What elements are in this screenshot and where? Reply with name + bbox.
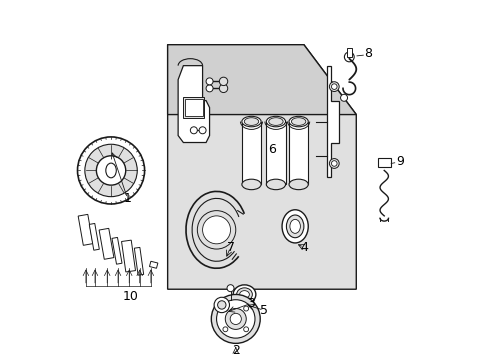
Text: 4: 4 [299, 241, 307, 254]
Polygon shape [134, 247, 143, 275]
Circle shape [344, 52, 353, 62]
Circle shape [225, 309, 246, 329]
Ellipse shape [282, 210, 307, 243]
Text: 8: 8 [364, 47, 372, 60]
Text: 10: 10 [123, 290, 139, 303]
Circle shape [243, 327, 248, 332]
Circle shape [226, 285, 234, 292]
Circle shape [197, 211, 235, 249]
Polygon shape [326, 66, 338, 177]
Ellipse shape [289, 219, 300, 233]
Bar [185, 99, 202, 116]
Ellipse shape [236, 288, 252, 301]
Circle shape [205, 78, 213, 85]
Circle shape [340, 94, 347, 101]
Circle shape [211, 294, 260, 343]
Circle shape [205, 85, 213, 92]
Bar [346, 48, 351, 57]
Ellipse shape [239, 291, 249, 298]
Polygon shape [122, 240, 135, 272]
Polygon shape [99, 228, 114, 259]
Ellipse shape [288, 179, 307, 190]
Circle shape [214, 297, 229, 312]
Text: 7: 7 [226, 241, 234, 254]
Ellipse shape [242, 179, 261, 190]
Circle shape [216, 300, 254, 338]
Ellipse shape [105, 163, 116, 178]
Circle shape [329, 82, 339, 91]
Bar [288, 122, 307, 184]
Ellipse shape [288, 116, 307, 127]
Circle shape [96, 156, 125, 185]
Circle shape [202, 216, 230, 244]
Circle shape [190, 127, 197, 134]
Text: 2: 2 [231, 344, 239, 357]
Polygon shape [89, 224, 99, 250]
Circle shape [219, 77, 227, 86]
Text: 6: 6 [268, 143, 276, 156]
Polygon shape [167, 45, 356, 114]
Circle shape [243, 306, 248, 311]
Bar [183, 97, 204, 118]
Bar [377, 158, 390, 167]
Circle shape [85, 144, 137, 197]
Circle shape [230, 313, 241, 324]
Circle shape [223, 327, 227, 332]
Circle shape [199, 127, 205, 134]
Ellipse shape [286, 215, 303, 238]
Ellipse shape [242, 116, 261, 127]
Ellipse shape [268, 118, 283, 125]
Text: 1: 1 [123, 192, 131, 205]
Ellipse shape [244, 118, 258, 125]
Polygon shape [78, 214, 93, 245]
Bar [242, 122, 261, 184]
Text: 5: 5 [259, 304, 267, 317]
Ellipse shape [291, 118, 305, 125]
Ellipse shape [266, 179, 285, 190]
Bar [266, 122, 285, 184]
Circle shape [223, 306, 227, 311]
Circle shape [331, 84, 336, 89]
Circle shape [219, 84, 227, 93]
Circle shape [78, 137, 144, 204]
Polygon shape [178, 66, 209, 143]
Text: 3: 3 [247, 297, 255, 310]
Ellipse shape [233, 285, 255, 304]
Polygon shape [167, 45, 356, 289]
Circle shape [329, 158, 339, 168]
Polygon shape [112, 237, 122, 264]
Circle shape [217, 301, 225, 309]
Circle shape [331, 161, 336, 166]
Ellipse shape [266, 116, 285, 127]
Polygon shape [149, 261, 158, 268]
Text: 9: 9 [395, 155, 403, 168]
